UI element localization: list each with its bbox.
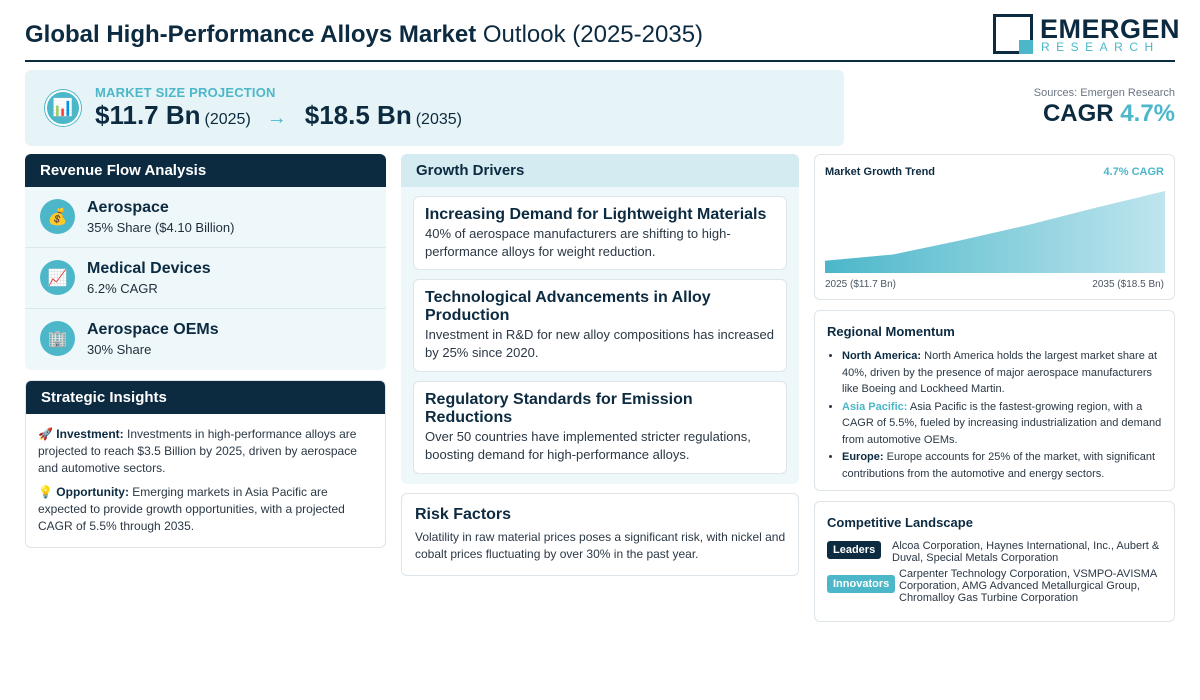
trend-end-label: 2035 ($18.5 Bn) xyxy=(1092,279,1164,290)
lightbulb-icon: 💡 xyxy=(38,485,53,499)
region-name: Asia Pacific: xyxy=(842,400,908,413)
region-item: Europe: Europe accounts for 25% of the m… xyxy=(842,449,1162,482)
strategic-insights-title: Strategic Insights xyxy=(26,381,385,414)
trend-start-label: 2025 ($11.7 Bn) xyxy=(825,279,896,290)
risk-title: Risk Factors xyxy=(415,506,512,523)
growth-drivers-panel: Growth Drivers Increasing Demand for Lig… xyxy=(401,154,799,484)
revenue-item-sub: 6.2% CAGR xyxy=(87,281,158,296)
driver-text: Over 50 countries have implemented stric… xyxy=(425,429,751,462)
competitive-landscape-panel: Competitive Landscape Leaders Alcoa Corp… xyxy=(814,501,1175,622)
trend-title: Market Growth Trend xyxy=(825,166,936,178)
driver-text: Investment in R&D for new alloy composit… xyxy=(425,327,774,360)
title-rest: Outlook (2025-2035) xyxy=(482,21,704,48)
region-name: North America: xyxy=(842,350,922,362)
trend-area-chart xyxy=(825,191,1165,273)
investment-text: Investments in high-performance alloys a… xyxy=(38,427,357,475)
projection-values: $11.7 Bn (2025) → $18.5 Bn (2035) xyxy=(95,100,462,131)
trend-area-series xyxy=(825,191,1165,273)
innovators-badge: Innovators xyxy=(827,575,896,593)
revenue-item-sub: 30% Share xyxy=(87,342,152,357)
cagr-value: 4.7% xyxy=(1120,100,1175,127)
revenue-item: 🏢 Aerospace OEMs 30% Share xyxy=(25,309,386,370)
projection-label: MARKET SIZE PROJECTION xyxy=(95,85,276,100)
investment-label: Investment: xyxy=(56,427,124,441)
revenue-flow-title: Revenue Flow Analysis xyxy=(25,154,386,187)
opportunity-insight: 💡 Opportunity: Emerging markets in Asia … xyxy=(38,484,373,535)
revenue-item-sub: 35% Share ($4.10 Billion) xyxy=(87,220,235,235)
region-item: Asia Pacific: Asia Pacific is the fastes… xyxy=(842,399,1162,449)
logo-name: EMERGEN xyxy=(1040,14,1181,44)
trend-cagr: 4.7% CAGR xyxy=(1103,166,1164,178)
region-item: North America: North America holds the l… xyxy=(842,348,1162,398)
leaders-badge: Leaders xyxy=(827,541,882,559)
region-text: Asia Pacific is the fastest-growing regi… xyxy=(842,400,1162,446)
title-bold: Global High-Performance Alloys Market xyxy=(25,21,477,48)
end-value: $18.5 Bn xyxy=(304,100,412,130)
trend-up-icon: 📈 xyxy=(40,260,75,295)
driver-text: 40% of aerospace manufacturers are shift… xyxy=(425,226,731,259)
growth-driver-card: Regulatory Standards for Emission Reduct… xyxy=(413,381,787,474)
strategic-insights-panel: Strategic Insights 🚀 Investment: Investm… xyxy=(25,380,386,548)
logo-sub: RESEARCH xyxy=(1041,40,1160,54)
region-name: Europe: xyxy=(842,451,884,463)
revenue-item-title: Aerospace OEMs xyxy=(87,321,219,338)
leaders-text: Alcoa Corporation, Haynes International,… xyxy=(892,540,1160,564)
region-text: North America holds the largest market s… xyxy=(842,350,1158,395)
cagr-headline: CAGR 4.7% xyxy=(1043,100,1175,128)
start-year: (2025) xyxy=(204,111,251,128)
regional-momentum-panel: Regional Momentum North America: North A… xyxy=(814,310,1175,491)
driver-title: Technological Advancements in Alloy Prod… xyxy=(425,289,711,324)
revenue-flow-panel: Revenue Flow Analysis 💰 Aerospace 35% Sh… xyxy=(25,154,386,370)
growth-driver-card: Increasing Demand for Lightweight Materi… xyxy=(413,196,787,270)
driver-title: Regulatory Standards for Emission Reduct… xyxy=(425,391,693,426)
revenue-item-title: Medical Devices xyxy=(87,260,211,277)
regional-title: Regional Momentum xyxy=(827,324,955,339)
investment-insight: 🚀 Investment: Investments in high-perfor… xyxy=(38,426,373,477)
emergen-logo: EMERGEN RESEARCH xyxy=(993,14,1180,56)
innovators-text: Carpenter Technology Corporation, VSMPO-… xyxy=(899,568,1157,604)
cagr-label: CAGR xyxy=(1042,100,1114,127)
money-bag-icon: 💰 xyxy=(40,199,75,234)
arrow-right-icon: → xyxy=(266,107,287,129)
revenue-item-title: Aerospace xyxy=(87,199,169,216)
start-value: $11.7 Bn xyxy=(95,100,201,130)
page-header: Global High-Performance Alloys Market Ou… xyxy=(25,14,1180,62)
competitive-title: Competitive Landscape xyxy=(827,515,973,530)
bar-chart-icon: 📊 xyxy=(45,90,81,126)
logo-mark-icon xyxy=(993,14,1033,54)
building-icon: 🏢 xyxy=(40,321,75,356)
region-text: Europe accounts for 25% of the market, w… xyxy=(842,451,1156,480)
revenue-item: 📈 Medical Devices 6.2% CAGR xyxy=(25,248,386,309)
sources-text: Sources: Emergen Research xyxy=(1033,87,1175,99)
opportunity-text: Emerging markets in Asia Pacific are exp… xyxy=(38,485,345,533)
driver-title: Increasing Demand for Lightweight Materi… xyxy=(425,206,767,223)
opportunity-label: Opportunity: xyxy=(56,485,129,499)
market-growth-trend-panel: Market Growth Trend 4.7% CAGR 2025 ($11.… xyxy=(814,154,1175,300)
market-size-projection: 📊 MARKET SIZE PROJECTION $11.7 Bn (2025) →… xyxy=(25,70,844,146)
end-year: (2035) xyxy=(415,111,462,128)
regional-list: North America: North America holds the l… xyxy=(827,348,1162,482)
risk-factors-panel: Risk Factors Volatility in raw material … xyxy=(401,493,799,576)
growth-drivers-title: Growth Drivers xyxy=(401,154,799,187)
revenue-item: 💰 Aerospace 35% Share ($4.10 Billion) xyxy=(25,187,386,248)
page-title: Global High-Performance Alloys Market Ou… xyxy=(25,21,703,49)
risk-text: Volatility in raw material prices poses … xyxy=(415,530,786,561)
rocket-icon: 🚀 xyxy=(38,427,53,441)
growth-driver-card: Technological Advancements in Alloy Prod… xyxy=(413,279,787,372)
